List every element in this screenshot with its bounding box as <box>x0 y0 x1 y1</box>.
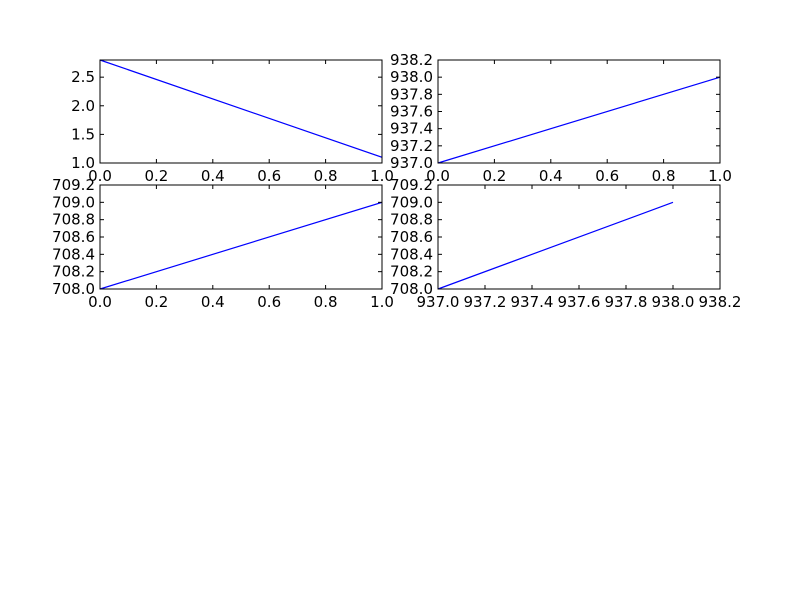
subplot-4-y-tick-label: 709.2 <box>390 176 433 194</box>
subplot-2-x-tick-label: 1.0 <box>708 167 732 185</box>
subplot-3: 0.0 0.2 0.4 0.6 0.8 1.0708.0708.2708.4708.670… <box>52 176 394 311</box>
subplot-1: 0.0 0.2 0.4 0.6 0.8 1.0 1.0 1.5 2.0 2.5 <box>71 59 394 185</box>
subplot-4-y-tick-label: 709.0 <box>390 193 433 211</box>
subplot-1-x-tick-label: 0.6 <box>257 167 281 185</box>
subplot-4-x-tick-label: 937.6 <box>558 293 601 311</box>
subplot-3-y-tick-label: 708.4 <box>52 245 95 263</box>
subplot-2-axes-background <box>438 60 720 163</box>
subplot-4-frame <box>437 184 721 290</box>
subplot-4-y-tick-label: 708.0 <box>390 280 433 298</box>
subplot-1-axes-background <box>100 60 382 163</box>
subplot-1-frame <box>99 59 383 164</box>
subplot-2: 0.0 0.2 0.4 0.6 0.8 1.0937.0937.2937.4937.693… <box>390 51 732 185</box>
subplot-3-y-tick-label: 708.0 <box>52 280 95 298</box>
subplot-3-y-tick-label: 708.8 <box>52 211 95 229</box>
subplot-4-y-tick-label: 708.2 <box>390 263 433 281</box>
subplot-4-series-line-1 <box>437 201 674 290</box>
subplot-1-x-tick-label: 0.2 <box>144 167 168 185</box>
subplot-1-y-tick-label: 1.5 <box>71 125 95 143</box>
subplot-4-x-tick-label: 938.0 <box>652 293 695 311</box>
subplot-2-y-tick-label: 938.0 <box>390 68 433 86</box>
subplot-4-x-tick-label: 938.2 <box>699 293 742 311</box>
subplot-1-x-tick-label: 0.0 <box>88 167 112 185</box>
subplot-1-y-tick-label: 1.0 <box>71 154 95 172</box>
subplot-4-x-tick-label: 937.0 <box>417 293 460 311</box>
subplot-3-axes-background <box>100 185 382 289</box>
subplot-2-x-tick-label: 0.8 <box>652 167 676 185</box>
subplot-3-y-tick-label: 708.2 <box>52 263 95 281</box>
subplot-3-x-tick-label: 0.8 <box>314 293 338 311</box>
subplot-4-x-tick-label: 937.2 <box>464 293 507 311</box>
subplot-2-series-line-1 <box>437 76 721 164</box>
subplot-2-x-tick-label: 0.2 <box>482 167 506 185</box>
subplot-4-y-tick-label: 708.8 <box>390 211 433 229</box>
subplot-2-x-tick-label: 0.0 <box>426 167 450 185</box>
subplot-3-series-line-1 <box>99 201 383 290</box>
subplot-4-y-tick-label: 708.4 <box>390 245 433 263</box>
subplot-3-y-tick-label: 709.0 <box>52 193 95 211</box>
subplot-3-x-tick-label: 1.0 <box>370 293 394 311</box>
subplot-3-x-tick-label: 0.2 <box>144 293 168 311</box>
subplot-1-x-tick-label: 0.4 <box>201 167 225 185</box>
subplot-3-y-tick-label: 709.2 <box>52 176 95 194</box>
subplot-2-x-tick-label: 0.6 <box>595 167 619 185</box>
subplot-4-y-tick-label: 708.6 <box>390 228 433 246</box>
subplot-2-y-tick-label: 937.8 <box>390 85 433 103</box>
subplot-1-series-line-1 <box>99 59 383 158</box>
subplot-1-y-tick-label: 2.0 <box>71 97 95 115</box>
subplot-2-x-tick-label: 0.4 <box>539 167 563 185</box>
subplot-2-y-tick-label: 937.2 <box>390 137 433 155</box>
subplot-2-y-tick-label: 937.6 <box>390 103 433 121</box>
subplot-3-frame <box>99 184 383 290</box>
subplot-3-y-tick-label: 708.6 <box>52 228 95 246</box>
subplot-4-x-tick-label: 937.8 <box>605 293 648 311</box>
subplot-4-x-tick-label: 937.4 <box>511 293 554 311</box>
subplot-2-y-tick-label: 937.0 <box>390 154 433 172</box>
subplot-1-x-tick-label: 0.8 <box>314 167 338 185</box>
subplot-1-y-tick-label: 2.5 <box>71 68 95 86</box>
subplot-3-x-tick-label: 0.0 <box>88 293 112 311</box>
subplot-1-x-tick-label: 1.0 <box>370 167 394 185</box>
subplot-3-x-tick-label: 0.6 <box>257 293 281 311</box>
subplot-2-frame <box>437 59 721 164</box>
subplot-4: 937.0 937.2 937.4 937.6 937.8 938.0 938.2 708.0… <box>390 176 741 311</box>
subplot-3-x-tick-label: 0.4 <box>201 293 225 311</box>
subplot-2-y-tick-label: 938.2 <box>390 51 433 69</box>
subplot-2-y-tick-label: 937.4 <box>390 120 433 138</box>
